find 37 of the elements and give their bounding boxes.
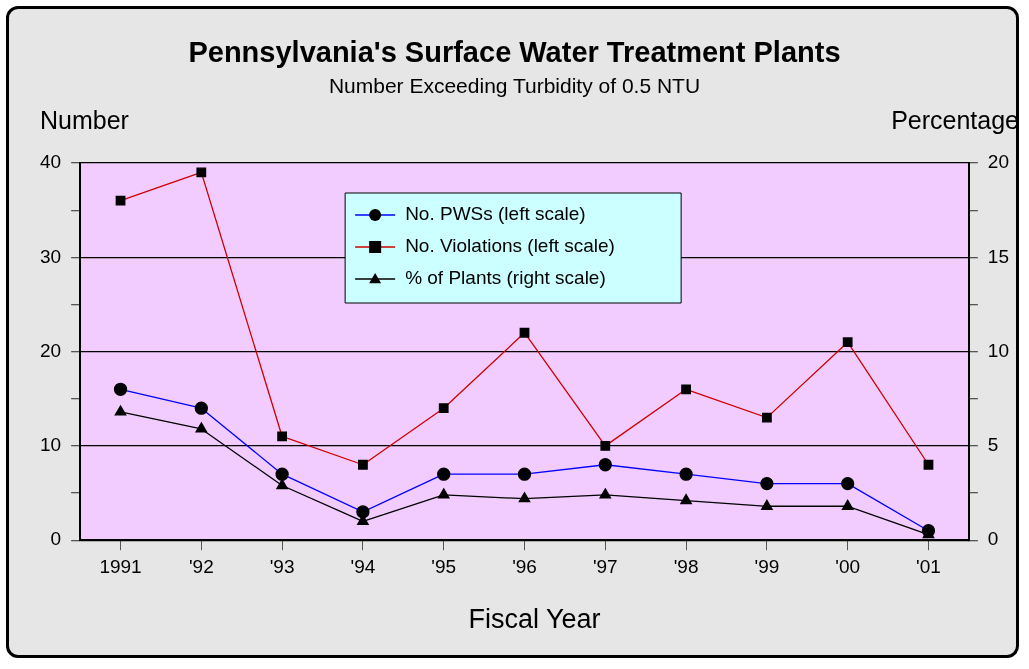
point [195, 422, 208, 433]
point [114, 405, 127, 416]
y2-tick-label: 20 [987, 151, 1010, 173]
x-tick-label: '98 [673, 555, 699, 577]
y2-axis-title: Percentage [891, 106, 1019, 135]
y-tick-label: 10 [39, 434, 62, 456]
point [841, 499, 854, 510]
y-tick-label: 40 [39, 151, 62, 173]
legend-label: No. PWSs (left scale) [405, 203, 586, 225]
x-tick-label: '94 [350, 555, 376, 577]
x-tick-label: '95 [431, 555, 457, 577]
y-tick-label: 0 [50, 528, 62, 550]
y2-tick-label: 5 [987, 434, 999, 456]
y2-tick-label: 10 [987, 339, 1010, 361]
y-tick-label: 20 [39, 339, 62, 361]
point [518, 492, 531, 503]
x-tick-label: 1991 [99, 555, 142, 577]
x-tick-label: '00 [835, 555, 861, 577]
x-tick-label: '92 [188, 555, 214, 577]
y-tick-label: 30 [39, 245, 62, 267]
point [599, 488, 612, 499]
chart-subtitle: Number Exceeding Turbidity of 0.5 NTU [327, 74, 702, 98]
x-tick-label: '97 [592, 555, 618, 577]
x-tick-label: '96 [512, 555, 537, 577]
legend-label: % of Plants (right scale) [405, 267, 606, 289]
y2-tick-label: 15 [987, 245, 1010, 267]
x-tick-label: '99 [754, 555, 780, 577]
y-axis-title: Number [40, 106, 129, 135]
point [437, 488, 450, 499]
y2-tick-label: 0 [987, 528, 999, 550]
chart-title: Pennsylvania's Surface Water Treatment Plants [187, 36, 842, 69]
x-axis-title: Fiscal Year [467, 604, 602, 635]
legend-label: No. Violations (left scale) [405, 235, 615, 257]
x-tick-label: '01 [916, 555, 941, 577]
point [761, 499, 773, 510]
x-tick-label: '93 [269, 555, 295, 577]
point [680, 493, 692, 505]
